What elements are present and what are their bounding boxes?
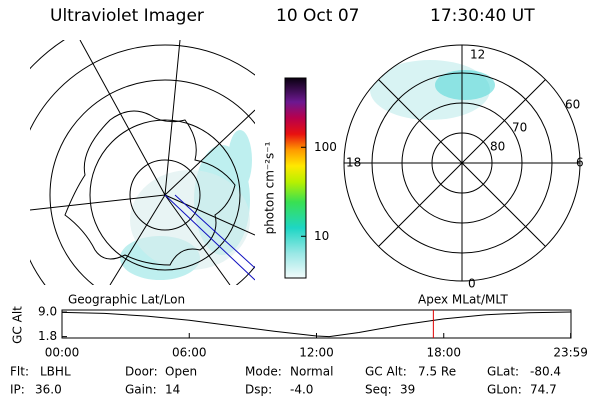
gc-alt-line	[61, 311, 572, 338]
colorbar: photon cm⁻²s⁻¹ 10 100	[263, 77, 337, 279]
left-label: Geographic Lat/Lon	[68, 293, 185, 307]
x-tick-label: 12:00	[299, 346, 334, 360]
info-value: 39	[400, 383, 415, 397]
geographic-map	[30, 40, 255, 285]
info-label: GLon:	[487, 383, 522, 397]
timeline: Geographic Lat/Lon Apex MLat/MLT GC Alt …	[11, 293, 588, 360]
info-value: -4.0	[290, 383, 313, 397]
mlat-label: 80	[490, 140, 505, 154]
info-label: IP:	[10, 383, 25, 397]
info-value: -80.4	[530, 365, 561, 379]
info-value: 7.5 Re	[418, 365, 456, 379]
colorbar-scale	[284, 77, 307, 279]
date: 10 Oct 07	[276, 6, 359, 26]
x-tick-label: 18:00	[426, 346, 461, 360]
header: Ultraviolet Imager 10 Oct 07 17:30:40 UT	[50, 6, 535, 26]
mlt-label: 6	[576, 156, 584, 170]
info-label: Dsp:	[245, 383, 272, 397]
colorbar-tick-label: 10	[314, 229, 329, 243]
info-value: Normal	[290, 365, 333, 379]
info-panel: Flt: LBHL Door: Open Mode: Normal GC Alt: 7.5 R…	[10, 365, 561, 397]
info-value: LBHL	[40, 365, 71, 379]
colorbar-tick-label: 100	[314, 140, 337, 154]
info-label: Flt:	[10, 365, 29, 379]
info-label: Door:	[125, 365, 158, 379]
x-tick-label: 06:00	[172, 346, 207, 360]
info-label: Seq:	[365, 383, 392, 397]
right-label: Apex MLat/MLT	[418, 293, 508, 307]
info-value: 14	[165, 383, 180, 397]
x-tick-label: 00:00	[45, 346, 80, 360]
mlt-label: 12	[470, 48, 485, 62]
mlt-label: 0	[468, 277, 476, 291]
mlat-label: 60	[565, 98, 580, 112]
polar-plot: 12 6 0 18 60 70 80	[343, 44, 584, 291]
mlat-label: 70	[512, 121, 527, 135]
title: Ultraviolet Imager	[50, 6, 204, 26]
colorbar-label: photon cm⁻²s⁻¹	[263, 141, 277, 234]
y-label: GC Alt	[11, 306, 25, 344]
info-label: Gain:	[125, 383, 157, 397]
info-value: Open	[165, 365, 197, 379]
mlt-label: 18	[346, 156, 361, 170]
time: 17:30:40 UT	[430, 6, 535, 26]
info-value: 36.0	[35, 383, 62, 397]
y-tick-label: 9.0	[38, 305, 57, 319]
info-value: 74.7	[530, 383, 557, 397]
info-label: Mode:	[245, 365, 282, 379]
x-tick-label: 23:59	[553, 346, 588, 360]
info-label: GLat:	[487, 365, 519, 379]
info-label: GC Alt:	[365, 365, 407, 379]
y-tick-label: 1.8	[38, 329, 57, 343]
